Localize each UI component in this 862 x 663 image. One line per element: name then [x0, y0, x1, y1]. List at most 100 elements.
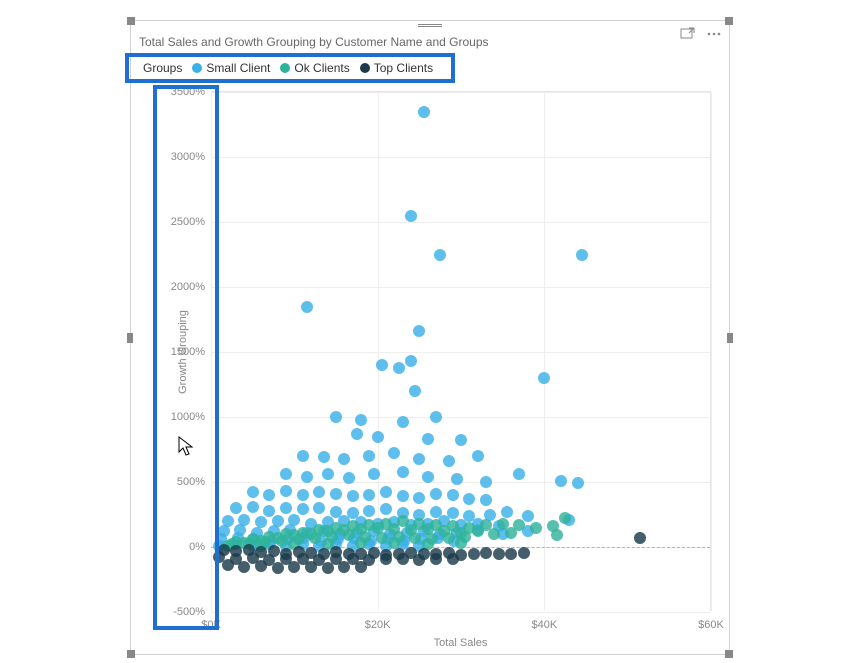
data-point[interactable] [397, 490, 409, 502]
data-point[interactable] [280, 502, 292, 514]
data-point[interactable] [434, 249, 446, 261]
data-point[interactable] [351, 428, 363, 440]
more-options-icon[interactable] [705, 25, 723, 43]
data-point[interactable] [355, 414, 367, 426]
data-point[interactable] [443, 455, 455, 467]
data-point[interactable] [397, 416, 409, 428]
data-point[interactable] [380, 553, 392, 565]
data-point[interactable] [493, 548, 505, 560]
data-point[interactable] [263, 489, 275, 501]
data-point[interactable] [422, 433, 434, 445]
data-point[interactable] [363, 450, 375, 462]
data-point[interactable] [443, 532, 455, 544]
data-point[interactable] [338, 561, 350, 573]
data-point[interactable] [430, 488, 442, 500]
data-point[interactable] [288, 561, 300, 573]
data-point[interactable] [472, 525, 484, 537]
data-point[interactable] [488, 528, 500, 540]
plot-area[interactable]: Growth Grouping Total Sales $0K$20K$40K$… [211, 91, 711, 611]
legend-item-ok-clients[interactable]: Ok Clients [280, 61, 349, 75]
data-point[interactable] [397, 553, 409, 565]
data-point[interactable] [430, 411, 442, 423]
data-point[interactable] [501, 506, 513, 518]
data-point[interactable] [297, 450, 309, 462]
resize-handle[interactable] [727, 333, 733, 343]
focus-mode-icon[interactable] [679, 25, 697, 43]
data-point[interactable] [255, 560, 267, 572]
data-point[interactable] [397, 466, 409, 478]
data-point[interactable] [576, 249, 588, 261]
data-point[interactable] [238, 561, 250, 573]
data-point[interactable] [480, 476, 492, 488]
data-point[interactable] [280, 468, 292, 480]
data-point[interactable] [480, 547, 492, 559]
data-point[interactable] [451, 473, 463, 485]
data-point[interactable] [297, 503, 309, 515]
data-point[interactable] [413, 453, 425, 465]
data-point[interactable] [322, 468, 334, 480]
data-point[interactable] [380, 503, 392, 515]
data-point[interactable] [413, 554, 425, 566]
data-point[interactable] [480, 494, 492, 506]
data-point[interactable] [363, 505, 375, 517]
data-point[interactable] [272, 562, 284, 574]
data-point[interactable] [376, 532, 388, 544]
resize-handle[interactable] [127, 650, 135, 658]
data-point[interactable] [330, 411, 342, 423]
data-point[interactable] [247, 501, 259, 513]
data-point[interactable] [276, 535, 288, 547]
data-point[interactable] [297, 489, 309, 501]
data-point[interactable] [551, 529, 563, 541]
data-point[interactable] [555, 475, 567, 487]
data-point[interactable] [222, 559, 234, 571]
data-point[interactable] [330, 488, 342, 500]
data-point[interactable] [538, 372, 550, 384]
data-point[interactable] [422, 471, 434, 483]
data-point[interactable] [347, 490, 359, 502]
data-point[interactable] [355, 561, 367, 573]
data-point[interactable] [409, 532, 421, 544]
data-point[interactable] [388, 447, 400, 459]
data-point[interactable] [363, 489, 375, 501]
data-point[interactable] [513, 468, 525, 480]
data-point[interactable] [634, 532, 646, 544]
data-point[interactable] [413, 325, 425, 337]
data-point[interactable] [447, 489, 459, 501]
data-point[interactable] [376, 359, 388, 371]
data-point[interactable] [413, 492, 425, 504]
data-point[interactable] [280, 485, 292, 497]
legend-item-top-clients[interactable]: Top Clients [360, 61, 433, 75]
data-point[interactable] [530, 522, 542, 534]
data-point[interactable] [505, 548, 517, 560]
data-point[interactable] [472, 450, 484, 462]
chart-visual-container[interactable]: Total Sales and Growth Grouping by Custo… [130, 20, 730, 655]
data-point[interactable] [380, 486, 392, 498]
data-point[interactable] [309, 532, 321, 544]
data-point[interactable] [505, 527, 517, 539]
data-point[interactable] [559, 512, 571, 524]
data-point[interactable] [468, 548, 480, 560]
data-point[interactable] [343, 529, 355, 541]
data-point[interactable] [455, 537, 467, 549]
data-point[interactable] [313, 486, 325, 498]
data-point[interactable] [305, 561, 317, 573]
data-point[interactable] [372, 431, 384, 443]
data-point[interactable] [301, 301, 313, 313]
data-point[interactable] [572, 477, 584, 489]
resize-handle[interactable] [725, 650, 733, 658]
data-point[interactable] [338, 453, 350, 465]
legend-item-small-client[interactable]: Small Client [192, 61, 270, 75]
data-point[interactable] [405, 355, 417, 367]
data-point[interactable] [455, 434, 467, 446]
data-point[interactable] [343, 472, 355, 484]
drag-handle[interactable] [418, 23, 442, 29]
resize-handle[interactable] [127, 333, 133, 343]
resize-handle[interactable] [725, 17, 733, 25]
data-point[interactable] [322, 562, 334, 574]
data-point[interactable] [447, 553, 459, 565]
data-point[interactable] [368, 468, 380, 480]
data-point[interactable] [430, 553, 442, 565]
data-point[interactable] [313, 502, 325, 514]
data-point[interactable] [518, 547, 530, 559]
data-point[interactable] [393, 362, 405, 374]
